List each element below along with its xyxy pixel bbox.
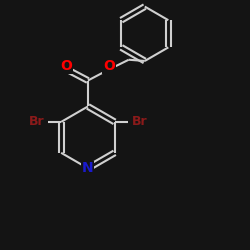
Text: O: O	[103, 59, 115, 73]
Text: O: O	[60, 60, 72, 74]
Text: N: N	[82, 161, 94, 175]
Text: Br: Br	[28, 116, 44, 128]
Text: Br: Br	[132, 116, 147, 128]
